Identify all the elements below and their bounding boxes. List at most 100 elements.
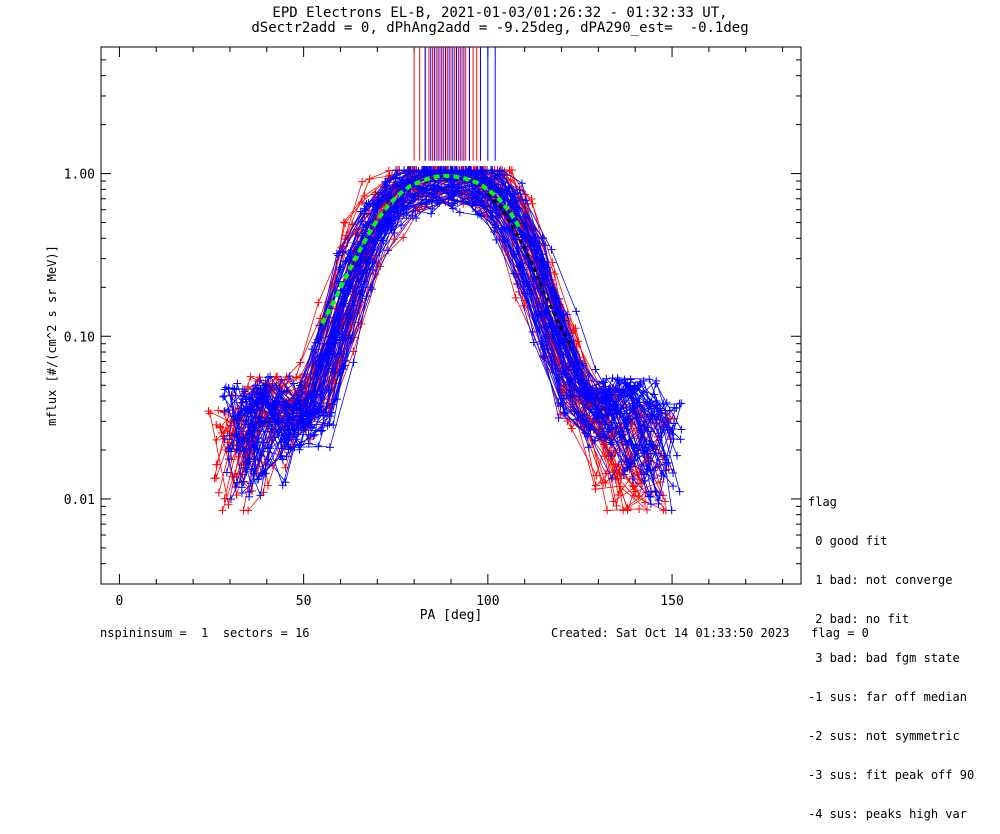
blue-spectrum-marker [346,287,355,296]
blue-spectrum-marker [677,425,686,434]
blue-spectrum-marker [454,183,463,192]
red-spectrum-marker [204,407,213,416]
blue-spectrum-marker [676,435,685,444]
blue-spectrum-marker [316,321,325,330]
red-spectrum-line [218,169,646,503]
x-tick-label: 50 [296,594,312,609]
blue-spectrum-marker [267,424,276,433]
blue-spectrum-marker [408,212,417,221]
chart-title-line1: EPD Electrons EL-B, 2021-01-03/01:26:32 … [272,5,728,21]
blue-spectrum-marker [387,224,396,233]
blue-spectrum-marker [616,403,625,412]
blue-spectrum-marker [277,375,286,384]
blue-spectrum-marker [411,206,420,215]
blue-spectrum-marker [519,281,528,290]
blue-spectrum-marker [240,387,249,396]
blue-spectrum-marker [297,383,306,392]
blue-spectrum-marker [338,248,347,257]
x-axis-label: PA [deg] [420,608,483,623]
blue-spectrum-marker [276,452,285,461]
blue-spectrum-marker [495,170,504,179]
blue-spectrum-marker [404,202,413,211]
blue-spectrum-marker [282,401,291,410]
blue-spectrum-marker [474,192,483,201]
red-spectrum-line [234,191,661,492]
blue-spectrum-marker [604,409,613,418]
blue-spectrum-marker [272,420,281,429]
blue-spectrum-marker [515,185,524,194]
blue-spectrum-marker [511,205,520,214]
y-tick-label: 0.01 [64,493,95,508]
blue-spectrum-marker [289,379,298,388]
blue-spectrum-marker [591,365,600,374]
blue-spectrum-marker [299,423,308,432]
blue-spectrum-marker [233,379,242,388]
red-spectrum-marker [631,487,640,496]
blue-spectrum-marker [539,274,548,283]
blue-spectrum-marker [261,469,270,478]
blue-spectrum-marker [487,212,496,221]
red-spectrum-marker [603,506,612,515]
blue-spectrum-marker [654,429,663,438]
blue-spectrum-marker [224,406,233,415]
red-spectrum-marker [592,471,601,480]
blue-spectrum-marker [428,198,437,207]
flag-legend: flag 0 good fit 1 bad: not converge 2 ba… [808,470,974,834]
blue-spectrum-marker [564,373,573,382]
blue-spectrum-marker [565,359,574,368]
chart-plot: 0 50 100 150 0.01 0.10 1.00 PA [deg] mflux [#/(c… [45,46,802,623]
blue-spectrum-marker [601,414,610,423]
blue-spectrum-marker [619,470,628,479]
blue-spectrum-marker [608,474,617,483]
blue-spectrum-marker [568,392,577,401]
red-spectrum-marker [358,198,367,207]
blue-spectrum-marker [601,382,610,391]
blue-spectrum-marker [449,176,458,185]
blue-spectrum-marker [476,166,485,175]
blue-spectrum-line [230,195,654,500]
blue-spectrum-marker [222,468,231,477]
red-spectrum-marker [527,195,536,204]
blue-spectrum-marker [627,459,636,468]
blue-spectrum-marker [256,376,265,385]
blue-spectrum-marker [280,408,289,417]
red-spectrum-line [243,178,670,511]
blue-spectrum-marker [224,455,233,464]
blue-spectrum-marker [511,197,520,206]
red-spectrum-marker [384,166,393,175]
blue-spectrum-marker [235,410,244,419]
blue-spectrum-marker [344,249,353,258]
blue-spectrum-marker [607,438,616,447]
blue-spectrum-marker [620,375,629,384]
blue-spectrum-marker [319,350,328,359]
red-spectrum-marker [214,406,223,415]
blue-spectrum-marker [247,390,256,399]
blue-spectrum-marker [465,166,474,175]
blue-spectrum-marker [468,193,477,202]
red-spectrum-marker [634,492,643,501]
black-fit-curve [486,192,574,349]
red-spectrum-marker [210,474,219,483]
legend-item: -3 sus: fit peak off 90 [808,768,975,782]
blue-spectrum-marker [613,375,622,384]
blue-spectrum-marker [600,427,609,436]
blue-spectrum-marker [563,310,572,319]
blue-spectrum-marker [283,386,292,395]
blue-spectrum-marker [669,469,678,478]
blue-spectrum-marker [514,244,523,253]
blue-spectrum-marker [284,437,293,446]
blue-spectrum-marker [349,358,358,367]
blue-spectrum-marker [669,435,678,444]
blue-spectrum-marker [673,451,682,460]
blue-spectrum-marker [357,253,366,262]
blue-spectrum-marker [346,334,355,343]
blue-spectrum-marker [322,408,331,417]
blue-spectrum-marker [389,206,398,215]
blue-spectrum-marker [541,323,550,332]
blue-spectrum-marker [245,487,254,496]
blue-spectrum-marker [220,407,229,416]
blue-spectrum-marker [288,413,297,422]
blue-spectrum-marker [220,385,229,394]
red-spectrum-line [231,174,646,512]
blue-spectrum-marker [644,492,653,501]
